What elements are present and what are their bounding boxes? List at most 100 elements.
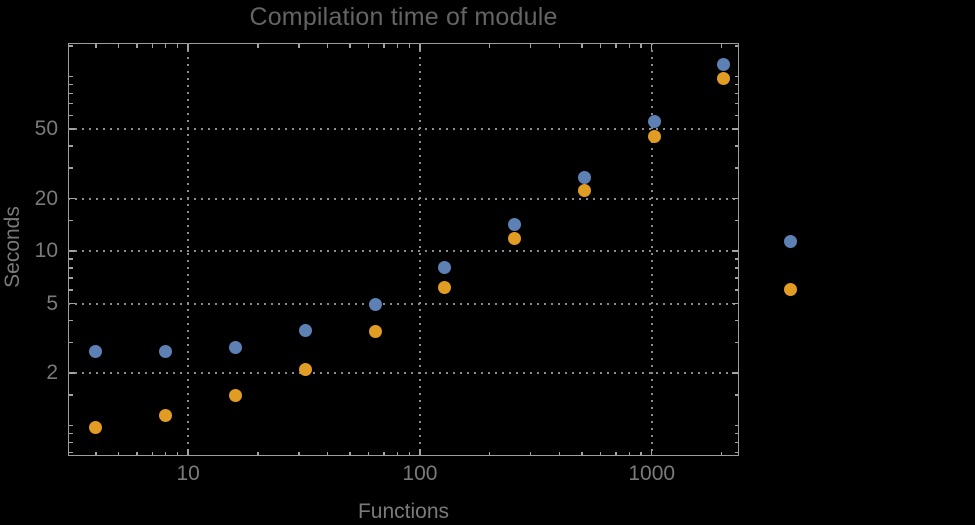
x-minor-tick <box>640 451 642 455</box>
y-minor-tick <box>69 258 73 260</box>
x-minor-tick <box>488 44 491 48</box>
y-minor-tick <box>69 424 73 427</box>
x-minor-tick <box>581 44 583 48</box>
y-minor-tick <box>69 102 73 105</box>
x-minor-tick <box>349 451 351 455</box>
y-minor-tick <box>69 277 73 279</box>
y-minor-tick <box>69 267 73 269</box>
data-point-series-2-orange <box>717 71 731 85</box>
x-minor-tick <box>349 44 351 48</box>
y-tick-label: 2 <box>46 361 58 385</box>
y-minor-tick <box>734 83 738 86</box>
x-minor-tick <box>95 451 97 455</box>
y-minor-tick <box>734 114 738 117</box>
x-minor-tick <box>136 451 138 455</box>
x-minor-tick <box>720 44 723 48</box>
y-minor-tick <box>69 441 73 444</box>
v-gridline <box>187 43 190 456</box>
y-minor-tick <box>734 267 738 269</box>
x-minor-tick <box>628 451 630 455</box>
x-minor-tick <box>257 451 259 455</box>
y-minor-tick <box>69 341 73 344</box>
x-minor-tick <box>326 451 329 455</box>
y-minor-tick <box>734 341 738 344</box>
y-minor-tick <box>69 83 73 86</box>
y-minor-tick <box>69 219 73 222</box>
y-minor-tick <box>734 451 738 454</box>
y-minor-tick <box>69 432 73 435</box>
x-major-tick <box>187 449 189 455</box>
data-point-series-2-orange <box>298 362 312 376</box>
x-minor-tick <box>396 44 399 48</box>
y-major-tick <box>69 250 75 252</box>
x-tick-label: 1000 <box>628 462 676 485</box>
h-gridline <box>68 302 739 305</box>
x-minor-tick <box>628 44 630 48</box>
data-point-series-1-blue <box>89 345 103 359</box>
y-minor-tick <box>734 145 738 147</box>
y-major-tick <box>732 197 738 200</box>
x-minor-tick <box>95 44 97 48</box>
y-minor-tick <box>734 167 738 169</box>
data-point-series-2-orange <box>438 280 452 294</box>
x-major-tick <box>419 44 421 50</box>
y-major-tick <box>69 372 75 374</box>
h-gridline <box>68 197 739 200</box>
legend-marker-series-1-blue <box>783 234 797 248</box>
x-minor-tick <box>558 44 561 48</box>
x-minor-tick <box>529 44 532 48</box>
x-minor-tick <box>136 44 138 48</box>
x-minor-tick <box>298 451 300 455</box>
data-point-series-1-blue <box>438 260 452 274</box>
h-gridline <box>68 128 739 131</box>
x-major-tick <box>650 449 653 455</box>
x-minor-tick <box>151 44 154 48</box>
data-point-series-2-orange <box>89 421 103 435</box>
x-minor-tick <box>720 451 723 455</box>
x-minor-tick <box>396 451 399 455</box>
y-major-tick <box>732 302 738 305</box>
x-minor-tick <box>367 451 370 455</box>
data-point-series-2-orange <box>508 232 522 246</box>
x-minor-tick <box>298 44 300 48</box>
y-minor-tick <box>734 432 738 435</box>
x-minor-tick <box>176 44 179 48</box>
y-minor-tick <box>69 394 73 396</box>
x-minor-tick <box>117 451 120 455</box>
x-minor-tick <box>599 44 602 48</box>
data-point-series-1-blue <box>717 57 731 71</box>
data-point-series-2-orange <box>577 183 591 197</box>
data-point-series-2-orange <box>647 129 661 143</box>
x-minor-tick <box>117 44 120 48</box>
v-gridline <box>650 43 653 456</box>
chart-title: Compilation time of module <box>249 3 558 31</box>
x-major-tick <box>650 44 653 50</box>
x-minor-tick <box>383 44 385 48</box>
h-gridline <box>68 250 739 253</box>
x-major-tick <box>187 44 189 50</box>
data-point-series-1-blue <box>508 217 522 231</box>
y-minor-tick <box>69 145 73 147</box>
y-tick-label: 10 <box>34 239 58 263</box>
x-minor-tick <box>529 451 532 455</box>
y-minor-tick <box>69 451 73 454</box>
data-point-series-1-blue <box>298 324 312 338</box>
legend-marker-series-2-orange <box>783 282 797 296</box>
y-major-tick <box>69 302 75 305</box>
x-minor-tick <box>558 451 561 455</box>
x-minor-tick <box>408 44 411 48</box>
x-minor-tick <box>488 451 491 455</box>
data-point-series-1-blue <box>577 170 591 184</box>
y-minor-tick <box>69 167 73 169</box>
y-minor-tick <box>734 92 738 95</box>
data-point-series-1-blue <box>647 115 661 129</box>
y-minor-tick <box>69 75 73 78</box>
x-minor-tick <box>581 451 583 455</box>
y-minor-tick <box>734 258 738 260</box>
y-minor-tick <box>734 75 738 78</box>
x-minor-tick <box>151 451 154 455</box>
data-point-series-1-blue <box>228 341 242 355</box>
x-minor-tick <box>615 44 617 48</box>
x-minor-tick <box>176 451 179 455</box>
x-minor-tick <box>640 44 642 48</box>
